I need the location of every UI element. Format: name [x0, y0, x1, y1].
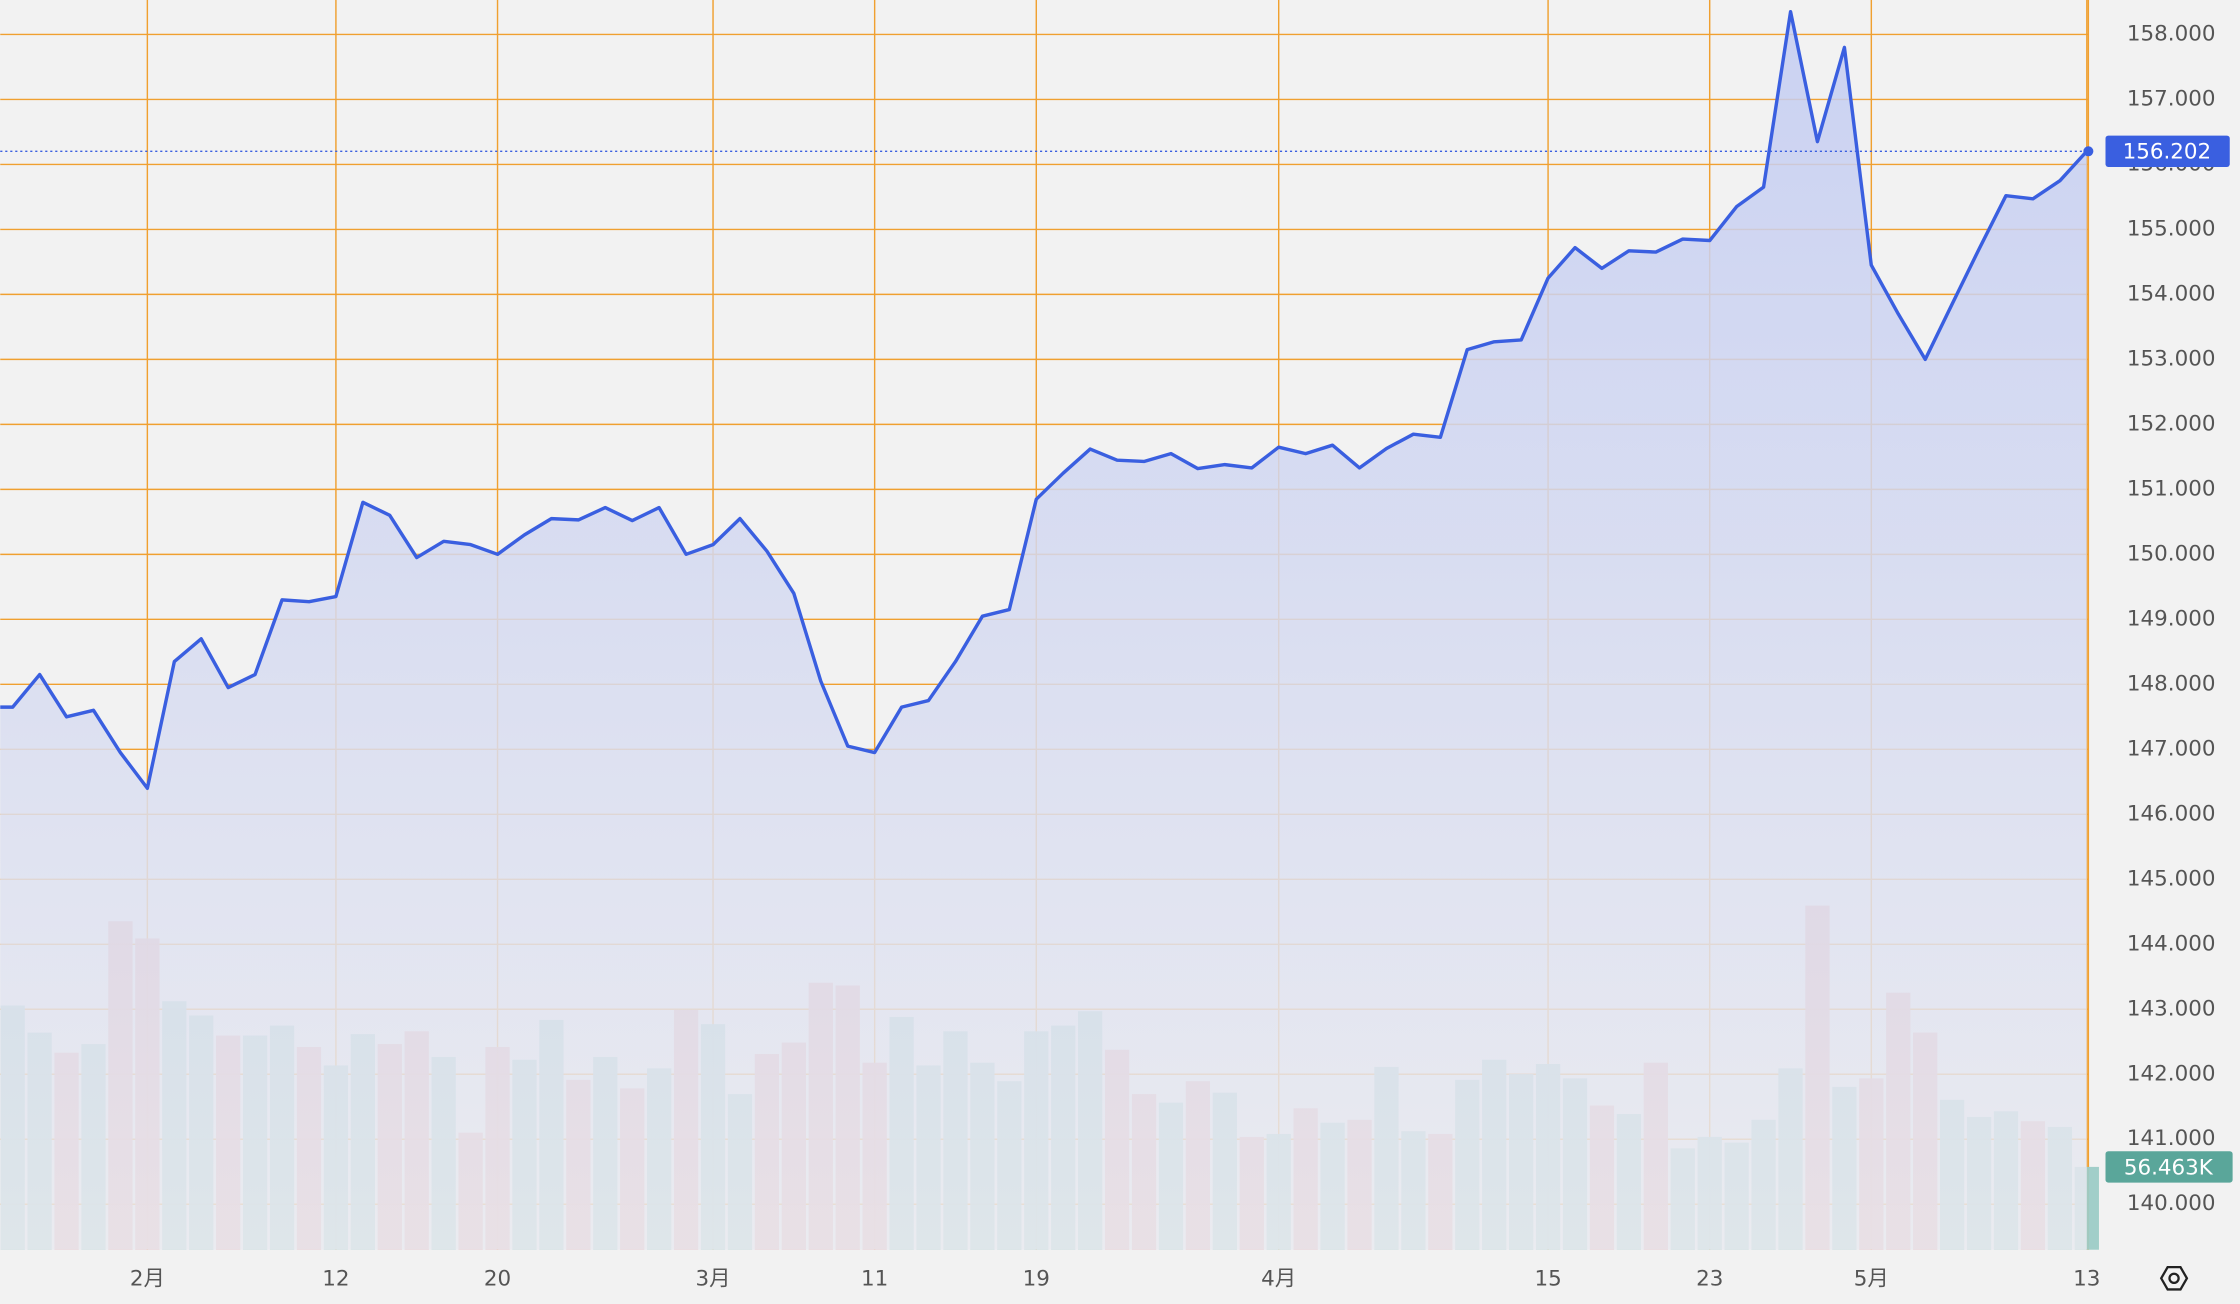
last-volume-label: 56.463K [2124, 1155, 2214, 1180]
y-tick-label: 154.000 [2127, 281, 2216, 306]
y-tick-label: 149.000 [2127, 606, 2216, 631]
x-tick-label: 15 [1534, 1267, 1561, 1292]
x-tick-label: 3月 [696, 1267, 731, 1292]
price [0, 9, 2094, 1250]
y-tick-label: 147.000 [2127, 736, 2216, 761]
y-tick-label: 153.000 [2127, 346, 2216, 371]
y-tick-label: 150.000 [2127, 541, 2216, 566]
y-tick-label: 144.000 [2127, 931, 2216, 956]
price-line [0, 9, 2089, 790]
x-tick-label: 5月 [1854, 1267, 1889, 1292]
y-tick-label: 142.000 [2127, 1061, 2216, 1086]
last-price-dot [2083, 146, 2094, 157]
x-tick-label: 12 [322, 1267, 349, 1292]
last-price-label: 156.202 [2123, 140, 2212, 165]
y-tick-label: 146.000 [2127, 801, 2216, 826]
y-tick-label: 157.000 [2127, 86, 2216, 111]
y-tick-label: 151.000 [2127, 476, 2216, 501]
y-tick-label: 143.000 [2127, 996, 2216, 1021]
x-tick-label: 4月 [1261, 1267, 1296, 1292]
y-tick-label: 140.000 [2127, 1191, 2216, 1216]
last-volume-box [2105, 1151, 2233, 1183]
y-tick-label: 141.000 [2127, 1126, 2216, 1151]
x-tick-label: 23 [1696, 1267, 1723, 1292]
settings-icon[interactable] [2159, 1266, 2189, 1291]
x-tick-label: 11 [861, 1267, 888, 1292]
y-tick-label: 155.000 [2127, 216, 2216, 241]
x-tick-label: 20 [484, 1267, 511, 1292]
y-tick-label: 145.000 [2127, 866, 2216, 891]
y-tick-label: 148.000 [2127, 671, 2216, 696]
last-price-box [2105, 135, 2230, 168]
x-tick-label: 13 [2073, 1267, 2100, 1292]
y-tick-label: 152.000 [2127, 411, 2216, 436]
axis-labels: 140.000 141.000 142.000 143.000 144.000 145.0… [130, 21, 2233, 1292]
y-tick-label: 158.000 [2127, 21, 2216, 46]
price-area [0, 11, 2087, 1250]
x-tick-label: 2月 [130, 1267, 165, 1292]
x-tick-label: 19 [1023, 1267, 1050, 1292]
